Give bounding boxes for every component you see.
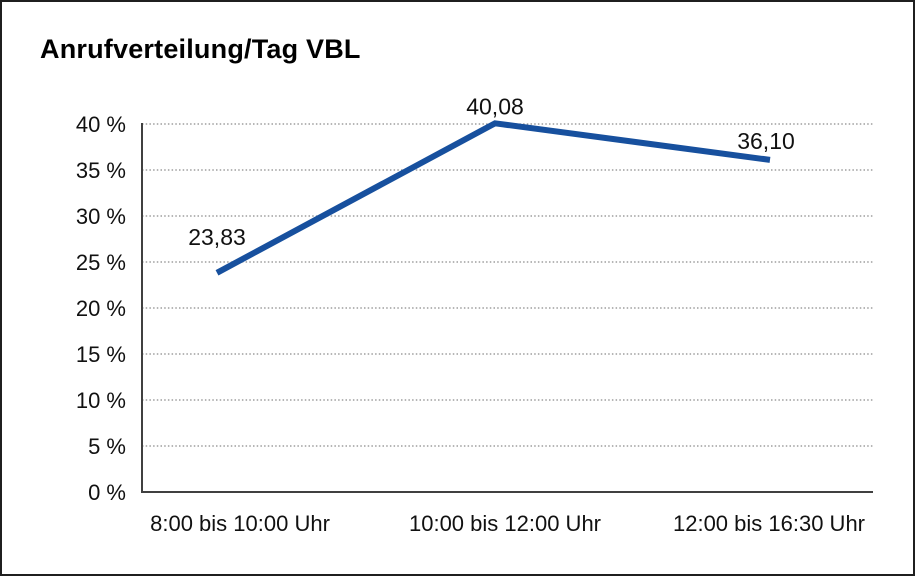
x-category-label: 8:00 bis 10:00 Uhr (150, 511, 330, 536)
y-tick-label: 25 % (76, 250, 126, 275)
data-point-label: 36,10 (737, 128, 795, 154)
y-tick-label: 15 % (76, 342, 126, 367)
y-tick-label: 40 % (76, 112, 126, 137)
chart-title: Anrufverteilung/Tag VBL (40, 34, 361, 64)
data-point-label: 23,83 (188, 224, 246, 250)
y-tick-label: 20 % (76, 296, 126, 321)
data-point-label: 40,08 (466, 93, 524, 119)
y-tick-label: 10 % (76, 388, 126, 413)
y-tick-label: 5 % (88, 434, 126, 459)
y-tick-label: 30 % (76, 204, 126, 229)
y-tick-label: 35 % (76, 158, 126, 183)
x-category-label: 10:00 bis 12:00 Uhr (409, 511, 601, 536)
y-tick-label: 0 % (88, 480, 126, 505)
x-category-label: 12:00 bis 16:30 Uhr (673, 511, 865, 536)
data-series-line (215, 120, 771, 276)
